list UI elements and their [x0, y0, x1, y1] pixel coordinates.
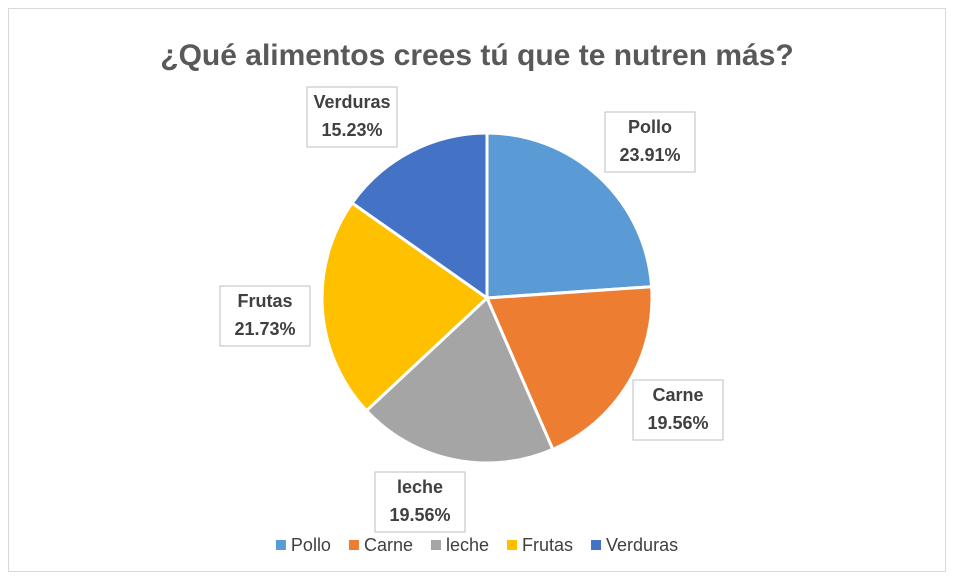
pie-slice — [320, 200, 490, 413]
legend-label: leche — [446, 535, 489, 555]
data-label-box — [632, 379, 724, 441]
data-label-box — [374, 471, 466, 533]
data-label-value: 19.56% — [647, 413, 708, 433]
legend-swatch — [275, 540, 286, 550]
legend-swatch — [507, 540, 518, 550]
pie-slice — [485, 131, 654, 300]
legend-swatch — [430, 540, 441, 550]
pie-slice — [484, 285, 654, 452]
data-label-box — [219, 285, 311, 347]
data-label-name: Pollo — [628, 117, 672, 137]
data-label-name: leche — [397, 477, 443, 497]
legend-swatch — [591, 540, 602, 550]
data-label-name: Carne — [652, 385, 703, 405]
legend-label: Verduras — [606, 535, 678, 555]
legend-label: Pollo — [291, 535, 331, 555]
data-label-value: 23.91% — [619, 145, 680, 165]
data-label-value: 15.23% — [321, 120, 382, 140]
data-label-name: Frutas — [237, 291, 292, 311]
legend-swatch — [348, 540, 359, 550]
legend-label: Carne — [364, 535, 413, 555]
pie-slice — [350, 131, 489, 301]
data-label-name: Verduras — [313, 92, 390, 112]
legend-label: Frutas — [522, 535, 573, 555]
data-label-value: 21.73% — [234, 319, 295, 339]
legend: Pollo Carne leche Frutas Verduras — [275, 535, 678, 555]
data-label-value: 19.56% — [389, 505, 450, 525]
data-label-box — [604, 111, 696, 173]
chart-title: ¿Qué alimentos crees tú que te nutren má… — [160, 39, 794, 72]
data-label-box — [306, 86, 398, 148]
pie-slice — [364, 295, 555, 465]
